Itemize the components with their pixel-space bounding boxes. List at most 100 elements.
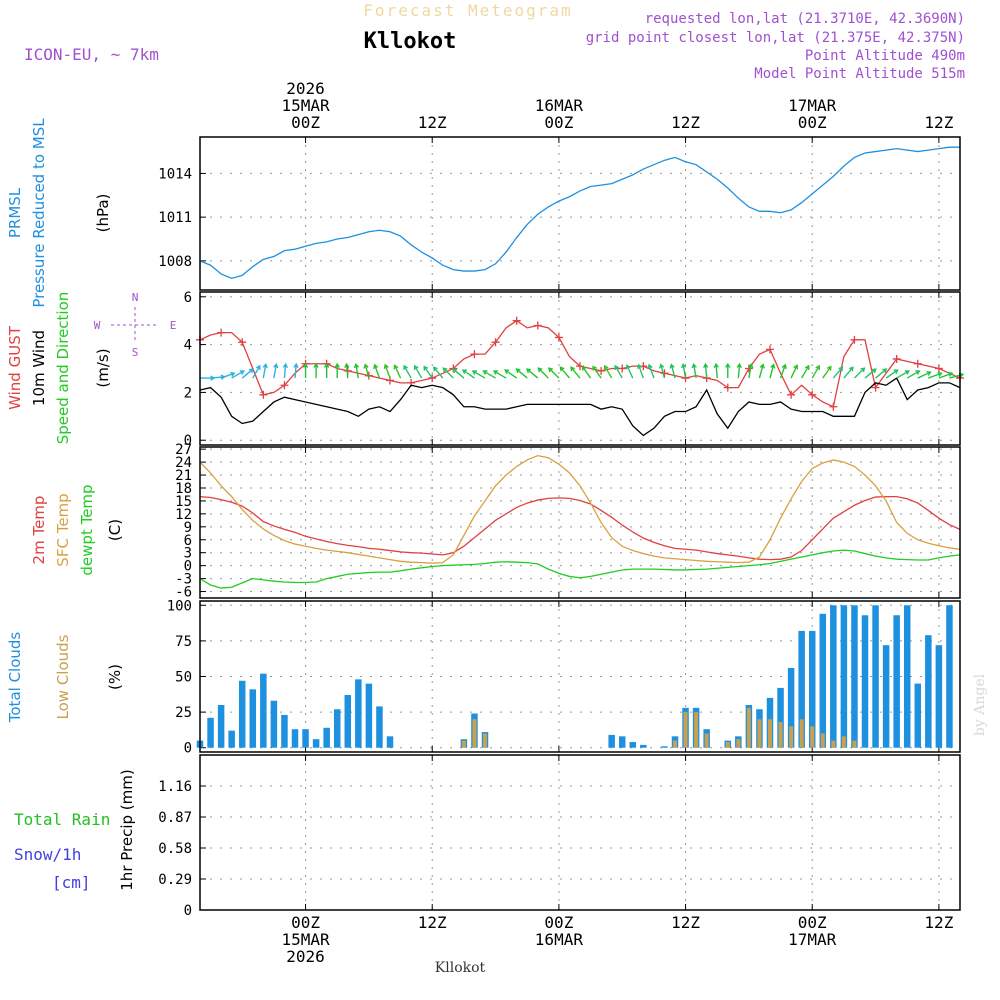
wind-direction-arrowhead bbox=[659, 363, 665, 369]
panel-unit: (hPa) bbox=[94, 194, 112, 233]
low-cloud-bar bbox=[461, 740, 466, 748]
precip-label: [cm] bbox=[52, 873, 91, 892]
low-cloud-bar bbox=[472, 719, 477, 748]
wind-direction-arrow bbox=[790, 365, 798, 379]
wind-direction-arrow bbox=[345, 364, 349, 379]
low-cloud-bar bbox=[683, 712, 688, 748]
total-cloud-bar bbox=[312, 739, 320, 748]
wind-direction-arrow bbox=[559, 366, 570, 379]
time-label-top: 12Z bbox=[671, 113, 700, 132]
time-label-top: 00Z bbox=[544, 113, 573, 132]
wind-direction-arrowhead bbox=[383, 363, 389, 369]
panel-unit: (C) bbox=[106, 519, 124, 541]
wind-direction-arrow bbox=[373, 364, 381, 379]
y-tick-label: 6 bbox=[184, 290, 192, 306]
wind-direction-arrow bbox=[928, 372, 942, 379]
gust-marker bbox=[259, 390, 268, 399]
low-cloud-bar bbox=[704, 733, 709, 748]
gust-marker bbox=[491, 338, 500, 347]
total-cloud-bar bbox=[882, 645, 890, 748]
wind-direction-arrow bbox=[853, 367, 865, 379]
wind-direction-arrowhead bbox=[255, 364, 261, 370]
y-tick-label: 9 bbox=[184, 520, 192, 536]
wind-direction-arrowhead bbox=[393, 364, 399, 370]
panel-frame bbox=[199, 136, 961, 291]
y-tick-label: 0 bbox=[184, 741, 192, 757]
wind-direction-arrowhead bbox=[452, 368, 458, 374]
time-label-top: 12Z bbox=[418, 113, 447, 132]
series-line-dewpt-temp bbox=[199, 549, 961, 589]
total-cloud-bar bbox=[270, 700, 278, 748]
credit-watermark: by Angel bbox=[972, 673, 988, 736]
point-altitude: Point Altitude 490m bbox=[805, 48, 965, 64]
wind-direction-arrow bbox=[917, 371, 931, 379]
total-cloud-bar bbox=[302, 729, 309, 748]
wind-direction-arrow bbox=[592, 366, 602, 379]
wind-direction-arrowhead bbox=[324, 362, 330, 368]
wind-direction-arrowhead bbox=[373, 363, 379, 369]
wind-direction-arrow bbox=[472, 370, 486, 379]
wind-direction-arrow bbox=[548, 367, 560, 379]
total-cloud-bar bbox=[925, 635, 932, 748]
wind-direction-arrowhead bbox=[838, 366, 844, 372]
wind-direction-arrow bbox=[504, 369, 518, 379]
y-tick-label: 2 bbox=[184, 385, 192, 401]
y-tick-label: 24 bbox=[175, 455, 192, 471]
wind-direction-arrowhead bbox=[344, 362, 350, 369]
gust-marker bbox=[512, 316, 521, 325]
wind-direction-arrowhead bbox=[848, 366, 854, 372]
wind-direction-arrowhead bbox=[860, 367, 866, 373]
wind-direction-arrow bbox=[403, 365, 412, 379]
wind-direction-arrowhead bbox=[759, 363, 765, 369]
wind-direction-arrowhead bbox=[915, 370, 921, 375]
wind-direction-arrow bbox=[715, 364, 718, 379]
wind-direction-arrow bbox=[692, 364, 697, 379]
wind-direction-arrow bbox=[516, 368, 528, 379]
wind-direction-arrow bbox=[737, 364, 741, 379]
low-cloud-bar bbox=[778, 722, 783, 748]
wind-direction-arrow bbox=[442, 367, 454, 379]
y-tick-label: 1014 bbox=[158, 166, 192, 182]
wind-direction-arrow bbox=[801, 365, 810, 379]
wind-direction-arrow bbox=[648, 364, 655, 379]
wind-direction-arrow bbox=[906, 370, 920, 379]
wind-direction-arrowhead bbox=[492, 370, 498, 375]
wind-direction-arrowhead bbox=[703, 362, 709, 369]
total-cloud-bar bbox=[291, 729, 299, 748]
gust-marker bbox=[470, 350, 479, 359]
wind-direction-arrow bbox=[452, 368, 465, 379]
wind-direction-arrowhead bbox=[423, 365, 429, 371]
total-cloud-bar bbox=[260, 673, 267, 748]
y-tick-label: 0 bbox=[184, 903, 192, 919]
total-cloud-bar bbox=[851, 605, 858, 748]
wind-direction-arrow bbox=[423, 366, 433, 379]
time-label-top: 16MAR bbox=[535, 96, 584, 115]
wind-direction-arrow bbox=[670, 364, 676, 379]
panel-frame bbox=[199, 446, 961, 599]
total-cloud-bar bbox=[629, 742, 637, 748]
low-cloud-bar bbox=[831, 740, 836, 748]
wind-direction-arrow bbox=[875, 368, 887, 379]
time-label-bottom: 12Z bbox=[671, 913, 700, 932]
wind-direction-arrow bbox=[811, 365, 820, 379]
wind-panel: 0 2 4 6 Wind GUST 10m Wind Speed and Direction… bbox=[6, 290, 965, 449]
time-label-top: 17MAR bbox=[788, 96, 837, 115]
wind-direction-arrowhead bbox=[413, 364, 419, 370]
wind-direction-arrow bbox=[433, 366, 444, 379]
y-tick-label: 1008 bbox=[158, 254, 192, 270]
panel-label: 2m Temp bbox=[30, 496, 48, 565]
wind-direction-arrow bbox=[660, 364, 666, 379]
panel-label: Speed and Direction bbox=[54, 292, 72, 445]
gust-marker bbox=[238, 338, 247, 347]
wind-direction-arrow bbox=[626, 365, 634, 379]
y-tick-label: 100 bbox=[167, 598, 192, 614]
y-tick-label: 50 bbox=[175, 670, 192, 686]
time-label-top: 00Z bbox=[798, 113, 827, 132]
gust-marker bbox=[766, 345, 774, 354]
compass-west: W bbox=[94, 319, 101, 332]
gust-marker bbox=[723, 383, 732, 392]
wind-direction-arrowhead bbox=[770, 363, 776, 369]
